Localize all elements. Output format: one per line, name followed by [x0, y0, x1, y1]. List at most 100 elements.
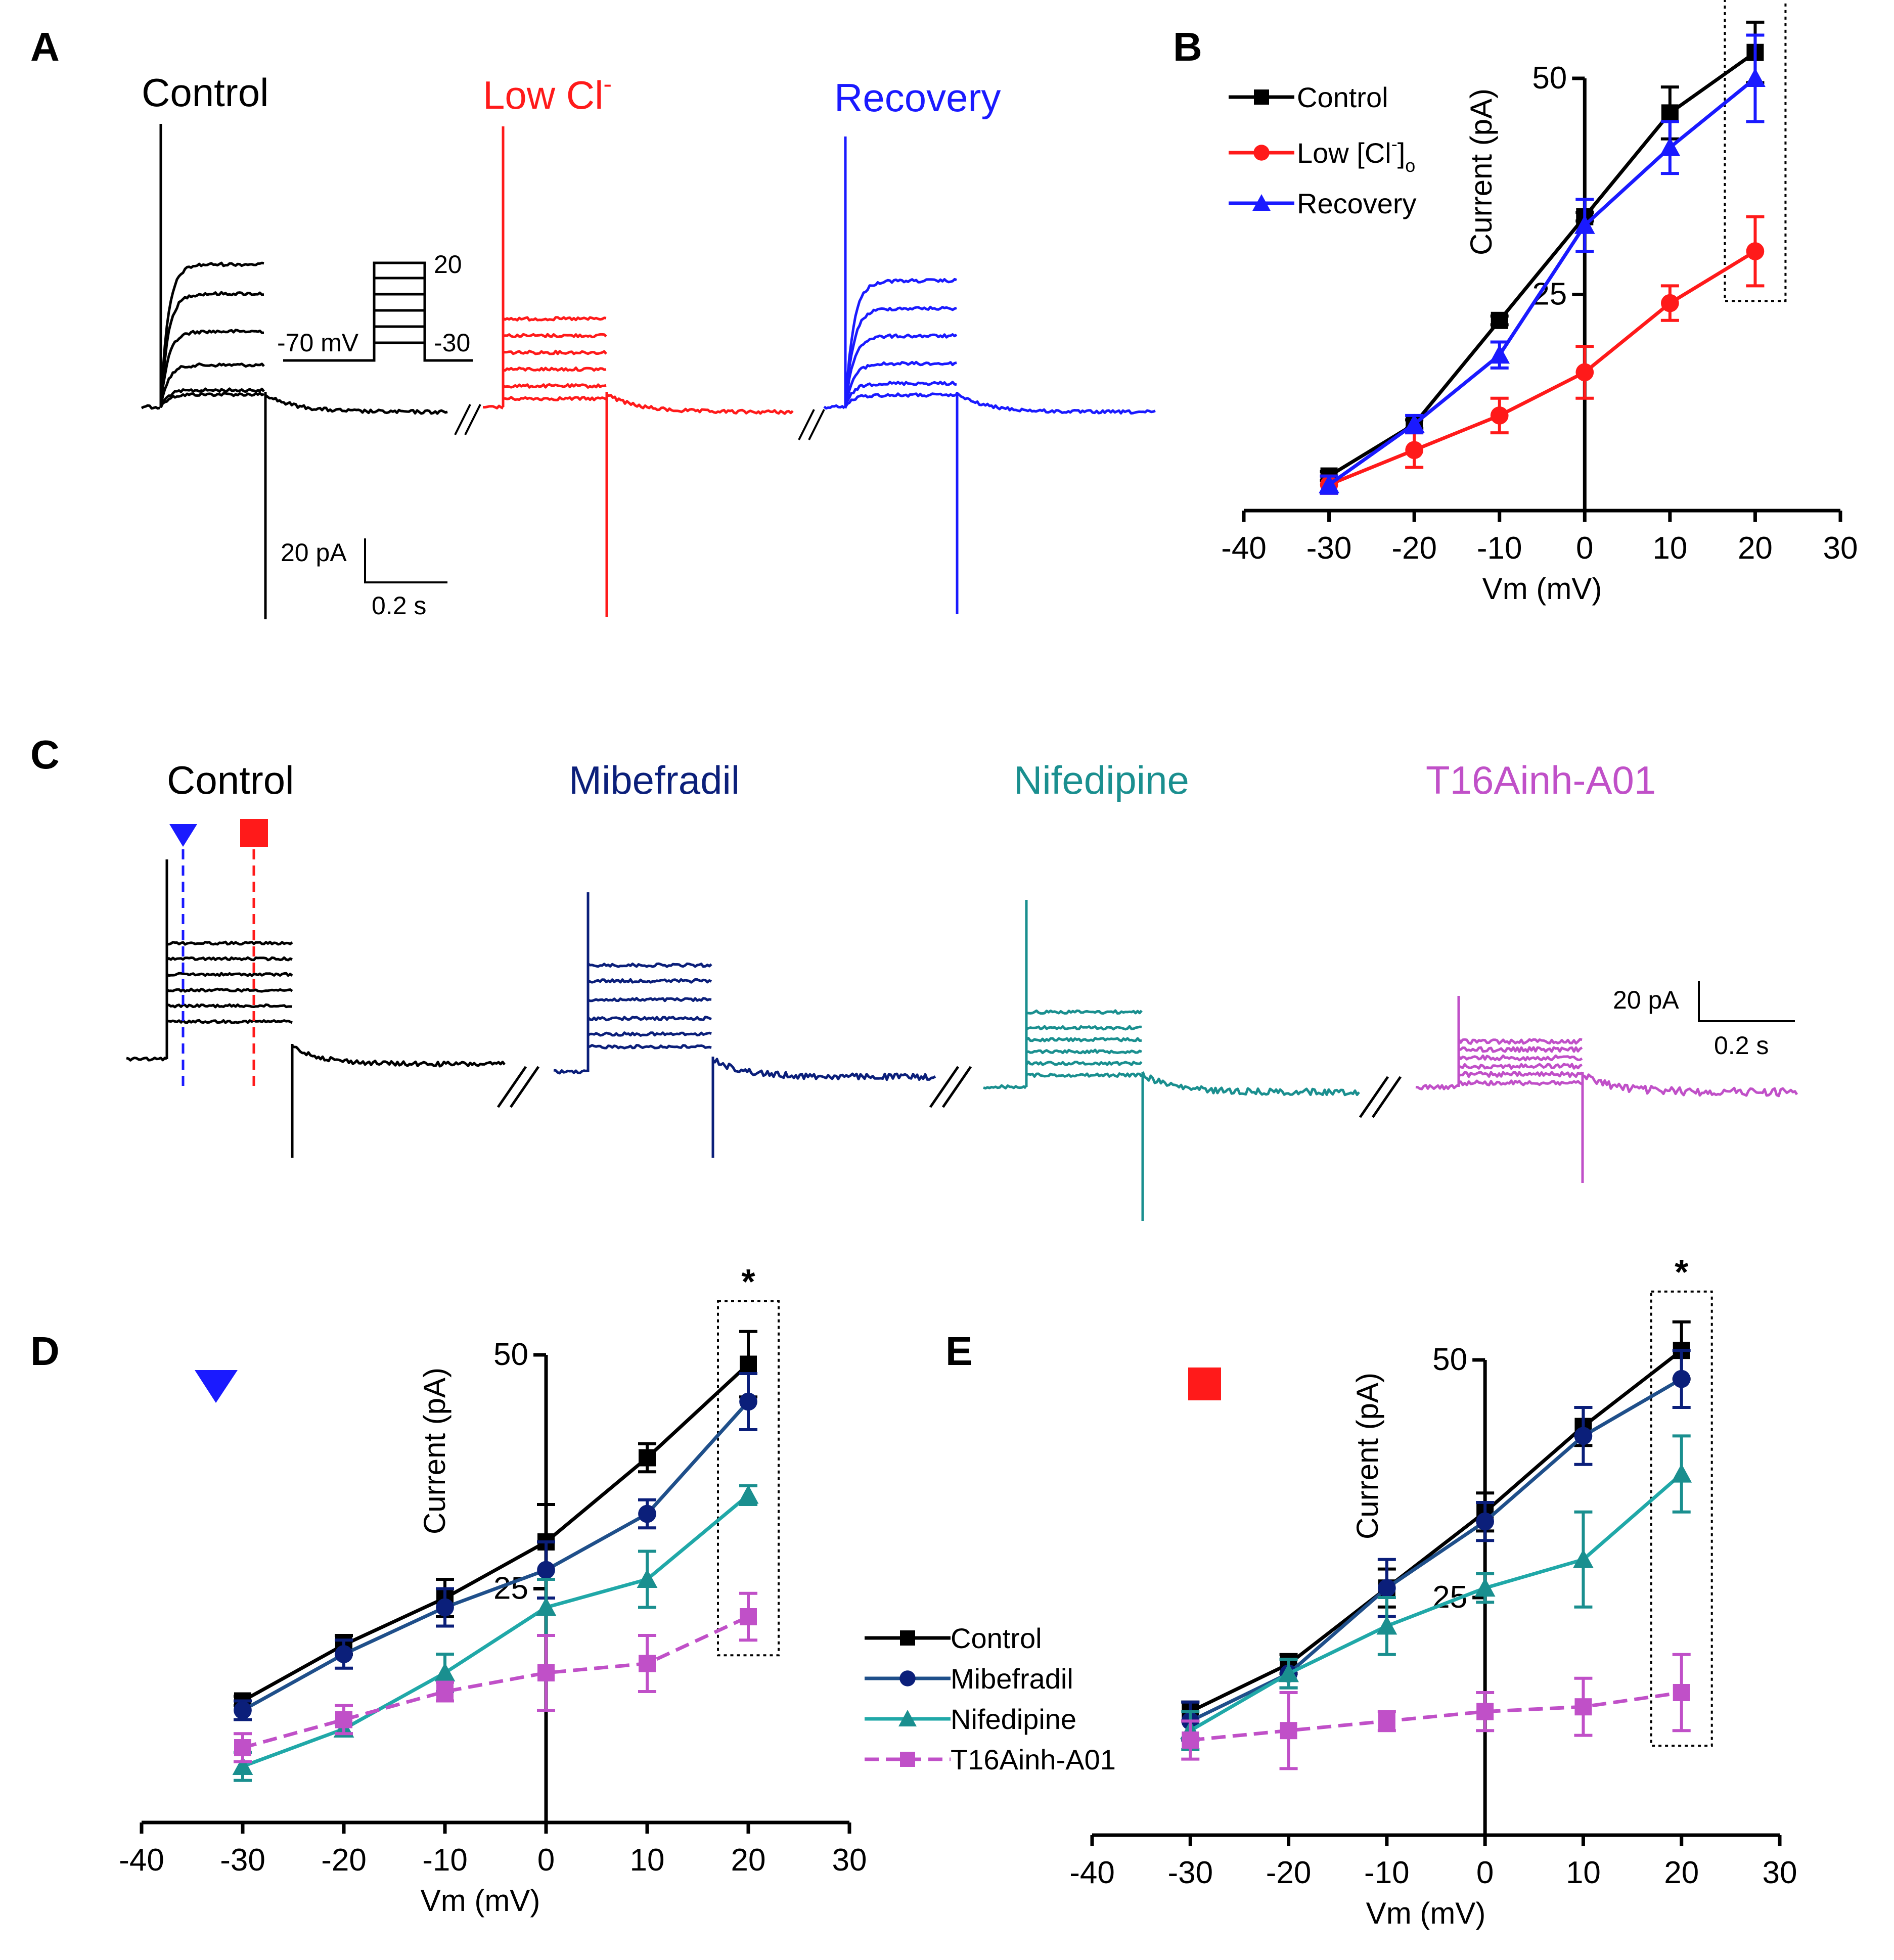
blue-triangle-marker-icon	[169, 824, 197, 847]
trace-control-a-step-trace	[159, 362, 265, 406]
series-line	[242, 1362, 750, 1703]
protocol-top-label: 20	[434, 250, 462, 279]
data-point	[1278, 1663, 1299, 1682]
trace-control-c-baseline-post	[291, 1044, 506, 1068]
trace-low-cl-baseline-post	[606, 393, 794, 415]
trace-mibefradil-step-trace	[587, 962, 712, 968]
data-point	[232, 1756, 253, 1775]
x-tick-label: -40	[1069, 1855, 1115, 1890]
trace-control-c-step-trace	[166, 940, 293, 946]
trace-control-c-step-trace	[166, 1019, 293, 1024]
x-tick-label: -40	[1221, 531, 1267, 566]
legend-marker	[1254, 89, 1269, 105]
data-point	[537, 1664, 555, 1681]
x-axis-title: Vm (mV)	[421, 1884, 540, 1918]
trace-recovery-step-trace	[844, 392, 958, 408]
data-point	[1490, 406, 1509, 425]
trace-group-mibefradil	[553, 892, 936, 1158]
data-point	[1673, 1684, 1690, 1701]
x-tick-label: -30	[1306, 531, 1352, 566]
x-tick-label: -10	[422, 1843, 468, 1878]
trace-control-a-baseline-post	[264, 394, 448, 415]
trace-control-c-step-trace	[166, 972, 293, 977]
x-tick-label: 10	[1652, 531, 1687, 566]
trace-break-marks-a	[454, 404, 825, 440]
trace-nifedipine-step-trace	[1025, 1060, 1143, 1066]
data-point	[1376, 1616, 1397, 1635]
data-point	[1573, 1549, 1594, 1568]
trace-mibefradil-step-trace	[588, 997, 712, 1002]
data-point	[740, 1355, 757, 1373]
x-axis-title: Vm (mV)	[1482, 572, 1602, 606]
series-line	[1189, 1472, 1683, 1733]
protocol-hold-label: -70 mV	[277, 329, 359, 357]
data-point	[1746, 242, 1765, 260]
trace-t16ainh-baseline-pre	[1415, 1083, 1459, 1090]
panel-a-traces: Control Low Cl- Recovery -70 mV 20 -30 2…	[141, 70, 1156, 620]
trace-nifedipine-step-trace	[1026, 1072, 1143, 1078]
trace-recovery-step-trace	[844, 333, 958, 408]
trace-low-cl-step-trace	[503, 395, 607, 401]
y-tick-label: 50	[1432, 1342, 1467, 1377]
data-point	[1405, 441, 1423, 460]
legend-label: Control	[1297, 81, 1388, 113]
trace-control-a-baseline-pre	[141, 404, 160, 410]
data-point	[1574, 1698, 1592, 1716]
trace-low-cl-step-trace	[502, 316, 607, 322]
panel-letter-d: D	[30, 1329, 60, 1374]
trace-mibefradil-baseline-post	[712, 1058, 936, 1081]
trace-control-a-step-trace	[159, 291, 264, 407]
data-point	[1404, 414, 1425, 433]
trace-title-t16ainh: T16Ainh-A01	[1426, 758, 1656, 802]
trace-recovery-step-trace	[844, 381, 957, 406]
y-axis-title: Current (pA)	[1350, 1373, 1384, 1539]
legend-marker	[1252, 194, 1271, 211]
x-tick-label: 30	[1823, 531, 1858, 566]
data-point	[1661, 104, 1679, 122]
trace-group-t16ainh	[1415, 996, 1798, 1183]
trace-recovery-step-trace	[844, 305, 957, 407]
trace-t16ainh-step-trace	[1457, 1038, 1583, 1045]
legend-marker	[1253, 145, 1270, 161]
data-point	[1671, 1464, 1692, 1483]
x-tick-label: 20	[1738, 531, 1773, 566]
series-line	[1328, 77, 1756, 486]
trace-low-cl-step-trace	[503, 333, 607, 339]
trace-recovery-baseline-post	[956, 392, 1156, 415]
significance-box	[1724, 0, 1787, 302]
series-line	[1190, 1691, 1682, 1742]
trace-recovery-baseline-pre	[823, 404, 845, 410]
data-point	[637, 1569, 658, 1588]
data-point	[1182, 1731, 1199, 1749]
data-point	[638, 1505, 656, 1523]
trace-title-low-cl: Low Cl-	[483, 70, 612, 117]
trace-control-c-step-trace	[166, 1003, 293, 1009]
trace-t16ainh-step-trace	[1458, 1079, 1583, 1086]
trace-title-recovery: Recovery	[834, 75, 1001, 120]
trace-mibefradil-step-trace	[588, 1044, 712, 1050]
trace-nifedipine-step-trace	[1026, 1009, 1143, 1015]
scale-bar-time-c: 0.2 s	[1714, 1031, 1769, 1060]
data-point	[335, 1645, 353, 1663]
legend-marker	[898, 1710, 917, 1726]
trace-t16ainh-step-trace	[1458, 1063, 1583, 1070]
legend-marker	[900, 1630, 915, 1646]
trace-nifedipine-step-trace	[1025, 1037, 1142, 1042]
trace-low-cl-step-trace	[503, 366, 607, 372]
trace-group-nifedipine	[983, 900, 1360, 1221]
trace-group-control-a	[141, 124, 448, 619]
significance-box	[717, 1300, 780, 1657]
x-tick-label: 0	[1576, 531, 1593, 566]
trace-control-a-step-trace	[159, 392, 264, 408]
trace-control-c-step-trace	[166, 987, 293, 993]
panel-c-traces: Control Mibefradil Nifedipine T16Ainh-A0…	[126, 758, 1798, 1221]
x-tick-label: -30	[1167, 1855, 1213, 1890]
legend-label: Recovery	[1297, 188, 1417, 219]
data-point	[1574, 1427, 1593, 1445]
trace-low-cl-step-trace	[503, 349, 607, 355]
protocol-bottom-label: -30	[434, 329, 470, 357]
trace-nifedipine-step-trace	[1026, 1049, 1142, 1055]
